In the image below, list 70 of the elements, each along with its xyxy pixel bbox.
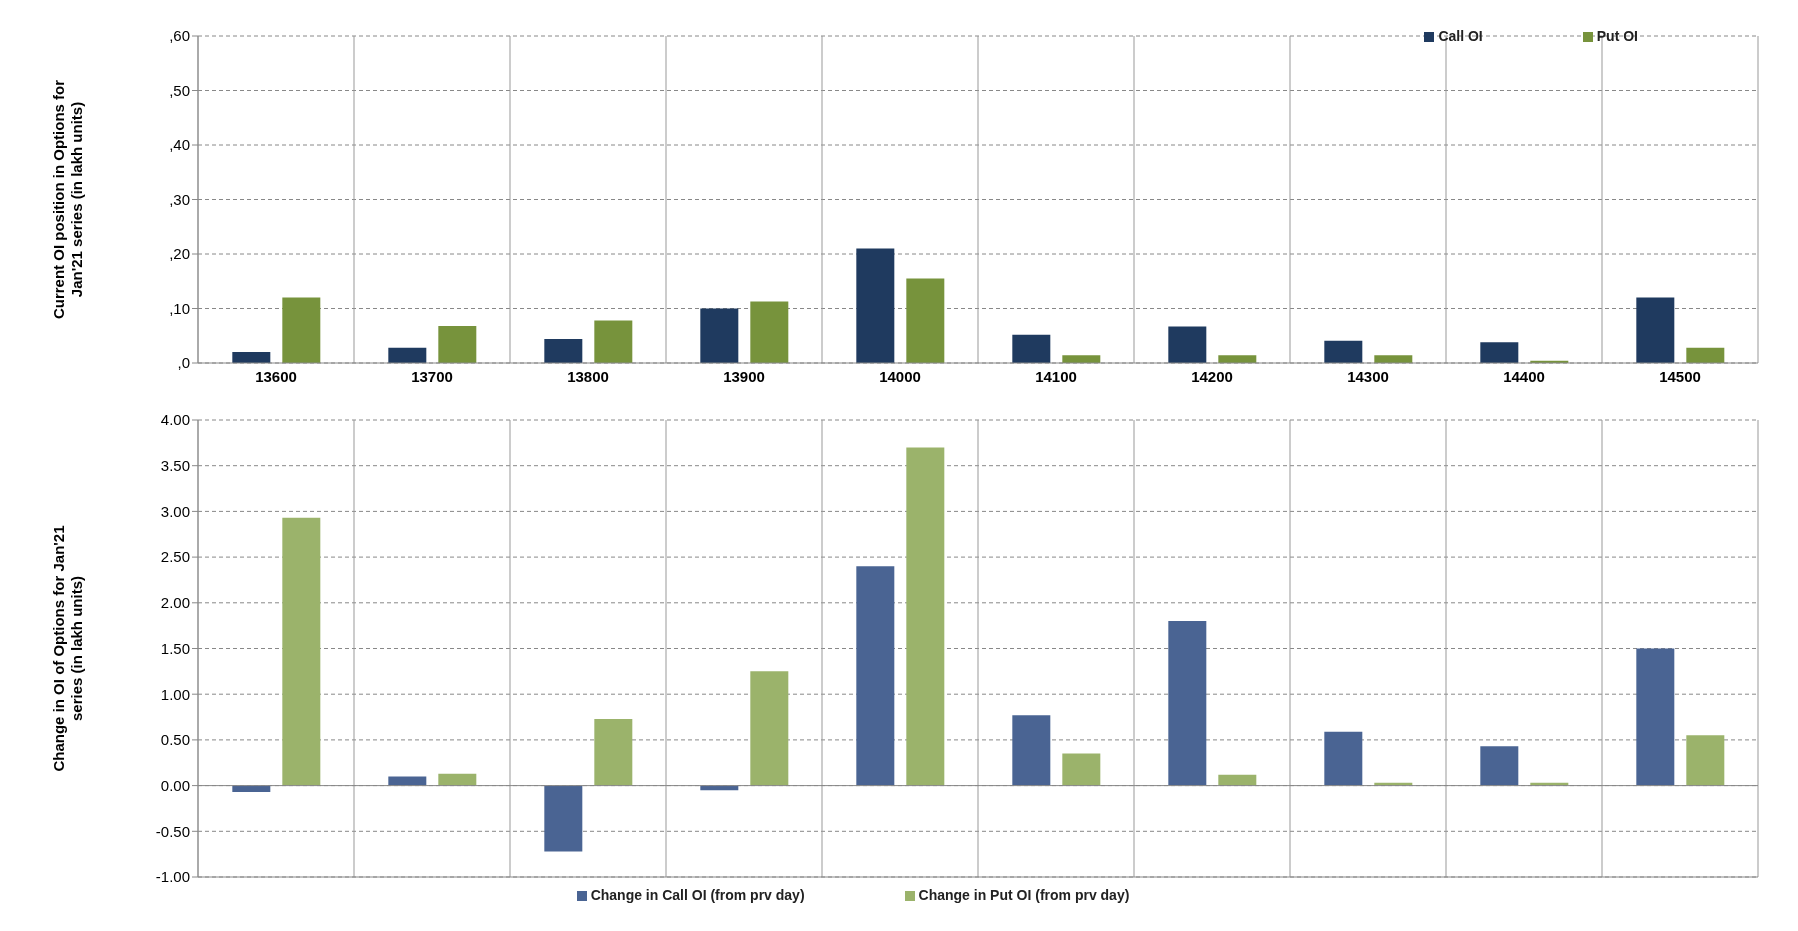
- bar: [1686, 735, 1725, 786]
- bar: [1686, 347, 1725, 363]
- x-tick-label: 14000: [879, 367, 921, 385]
- bar: [1062, 753, 1101, 786]
- y-tick-label: ,0: [177, 354, 190, 372]
- legend-label: Change in Call OI (from prv day): [590, 887, 805, 903]
- x-tick-label: 13600: [255, 367, 297, 385]
- y-tick-label: ,30: [169, 190, 190, 208]
- bar: [906, 278, 945, 363]
- bar: [700, 308, 739, 363]
- bar: [1374, 355, 1413, 363]
- x-tick-label: 14200: [1191, 367, 1233, 385]
- bar: [232, 785, 271, 792]
- x-tick-label: 14500: [1659, 367, 1701, 385]
- y-axis-title: Current OI position in Options for Jan'21 series (in lakh units): [50, 79, 85, 320]
- legend-label: Change in Put OI (from prv day): [918, 887, 1130, 903]
- bar: [1636, 297, 1675, 363]
- x-tick-label: 13800: [567, 367, 609, 385]
- legend-label: Call OI: [1438, 28, 1483, 44]
- bar: [856, 566, 895, 786]
- x-tick-label: 14100: [1035, 367, 1077, 385]
- bar: [388, 776, 427, 786]
- y-tick-label: 3.00: [160, 502, 190, 520]
- x-tick-label: 14300: [1347, 367, 1389, 385]
- bar: [594, 718, 633, 786]
- y-tick-label: 2.00: [160, 594, 190, 612]
- x-tick-label: 14400: [1503, 367, 1545, 385]
- bar: [438, 325, 477, 363]
- x-tick-label: 13900: [723, 367, 765, 385]
- bar: [1324, 731, 1363, 786]
- bar: [232, 352, 271, 363]
- bar: [1218, 355, 1257, 363]
- bar: [282, 297, 321, 363]
- bar: [1012, 334, 1051, 363]
- y-tick-label: 1.50: [160, 639, 190, 657]
- bar: [1324, 340, 1363, 363]
- legend-label: Put OI: [1596, 28, 1638, 44]
- bar: [1636, 648, 1675, 786]
- y-axis-title: Change in OI of Options for Jan'21 series (in lakh units): [50, 525, 85, 772]
- bar: [282, 517, 321, 786]
- bar: [906, 447, 945, 786]
- y-tick-label: -0.50: [155, 822, 190, 840]
- bar: [1168, 621, 1207, 786]
- bar: [750, 301, 789, 363]
- y-tick-label: -1.00: [155, 868, 190, 886]
- bar: [1168, 326, 1207, 363]
- y-tick-label: ,40: [169, 136, 190, 154]
- y-tick-label: 4.00: [160, 411, 190, 429]
- y-tick-label: ,20: [169, 245, 190, 263]
- bar: [544, 339, 583, 363]
- bar: [856, 248, 895, 363]
- x-tick-label: 13700: [411, 367, 453, 385]
- y-tick-label: 3.50: [160, 457, 190, 475]
- y-tick-label: 0.50: [160, 731, 190, 749]
- y-tick-label: ,10: [169, 299, 190, 317]
- bar: [1062, 355, 1101, 363]
- bar: [1012, 715, 1051, 786]
- y-tick-label: ,60: [169, 27, 190, 45]
- bar: [750, 671, 789, 786]
- y-tick-label: ,50: [169, 81, 190, 99]
- y-tick-label: 2.50: [160, 548, 190, 566]
- bar: [594, 320, 633, 363]
- bar: [1480, 342, 1519, 363]
- y-tick-label: 0.00: [160, 776, 190, 794]
- y-tick-label: 1.00: [160, 685, 190, 703]
- bar: [1218, 774, 1257, 786]
- bar: [438, 773, 477, 786]
- bar: [388, 347, 427, 363]
- bar: [1480, 746, 1519, 786]
- bar: [544, 785, 583, 852]
